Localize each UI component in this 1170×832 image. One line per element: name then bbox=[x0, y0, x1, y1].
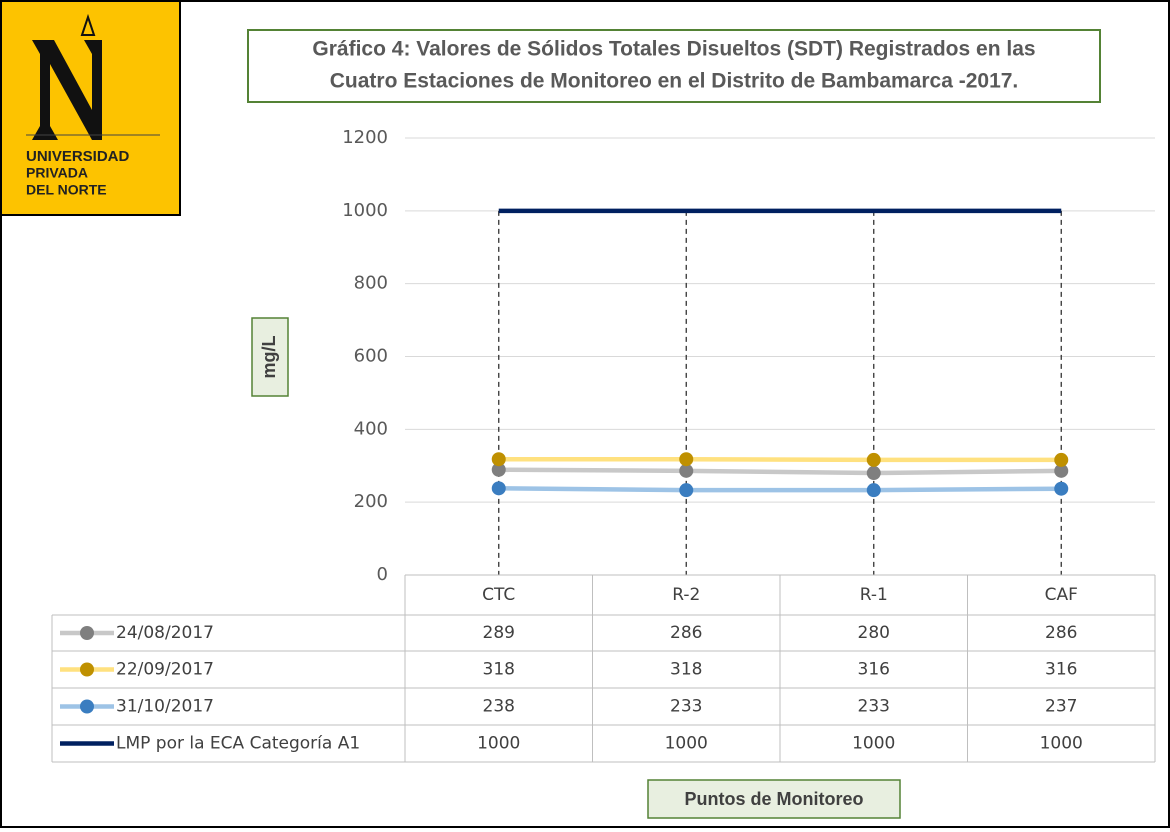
marker bbox=[866, 483, 881, 498]
logo-text: DEL NORTE bbox=[26, 182, 107, 198]
y-label-box bbox=[251, 317, 289, 397]
y-tick-label: 1200 bbox=[342, 127, 388, 148]
series-line bbox=[498, 467, 1062, 476]
logo-mark bbox=[32, 40, 102, 140]
table-value: 1000 bbox=[665, 734, 708, 754]
table-value: 280 bbox=[858, 623, 890, 643]
title-box bbox=[247, 29, 1101, 103]
marker bbox=[679, 483, 694, 498]
table-value: 1000 bbox=[477, 734, 520, 754]
logo-arrow bbox=[80, 13, 96, 36]
marker bbox=[866, 466, 881, 481]
y-tick-label: 800 bbox=[354, 273, 388, 294]
legend-label: LMP por la ECA Categoría A1 bbox=[116, 734, 360, 754]
table-value: 233 bbox=[670, 697, 702, 717]
y-axis-label: mg/L bbox=[259, 335, 279, 378]
marker bbox=[1054, 481, 1069, 496]
legend-marker bbox=[80, 626, 94, 640]
legend-label: 22/09/2017 bbox=[116, 660, 214, 680]
y-tick-label: 600 bbox=[354, 346, 388, 367]
table-value: 238 bbox=[483, 697, 515, 717]
y-tick-label: 200 bbox=[354, 491, 388, 512]
legend-marker bbox=[80, 662, 94, 677]
marker bbox=[1054, 452, 1069, 467]
x-label-box bbox=[647, 779, 901, 819]
x-axis-label: Puntos de Monitoreo bbox=[685, 789, 864, 809]
x-tick-label: R-2 bbox=[672, 585, 700, 605]
legend-label: 24/08/2017 bbox=[116, 623, 214, 643]
x-tick-label: R-1 bbox=[860, 585, 888, 605]
logo-text: PRIVADA bbox=[26, 165, 88, 181]
marker bbox=[1054, 463, 1069, 478]
marker bbox=[866, 452, 881, 467]
chart-title: Gráfico 4: Valores de Sólidos Totales Di… bbox=[312, 38, 1035, 61]
marker bbox=[491, 481, 506, 496]
marker bbox=[491, 452, 506, 467]
table-value: 316 bbox=[1045, 660, 1077, 680]
marker bbox=[491, 462, 506, 477]
table-value: 233 bbox=[858, 697, 890, 717]
x-tick-label: CAF bbox=[1045, 585, 1078, 605]
marker bbox=[679, 452, 694, 467]
chart-title: Cuatro Estaciones de Monitoreo en el Dis… bbox=[330, 70, 1019, 93]
table-value: 289 bbox=[483, 623, 515, 643]
y-tick-label: 0 bbox=[377, 564, 388, 585]
marker bbox=[679, 463, 694, 478]
table-value: 316 bbox=[858, 660, 890, 680]
y-tick-label: 1000 bbox=[342, 200, 388, 221]
table-value: 286 bbox=[1045, 623, 1077, 643]
table-value: 318 bbox=[483, 660, 515, 680]
logo-text: UNIVERSIDAD bbox=[26, 148, 130, 165]
table-value: 1000 bbox=[852, 734, 895, 754]
table-value: 1000 bbox=[1040, 734, 1083, 754]
legend-label: 31/10/2017 bbox=[116, 697, 214, 717]
legend-marker bbox=[80, 699, 94, 714]
table-value: 318 bbox=[670, 660, 702, 680]
table-value: 237 bbox=[1045, 697, 1077, 717]
x-tick-label: CTC bbox=[482, 585, 515, 605]
series-line bbox=[498, 456, 1062, 463]
series-line bbox=[498, 486, 1062, 493]
y-tick-label: 400 bbox=[354, 418, 388, 439]
table-value: 286 bbox=[670, 623, 702, 643]
